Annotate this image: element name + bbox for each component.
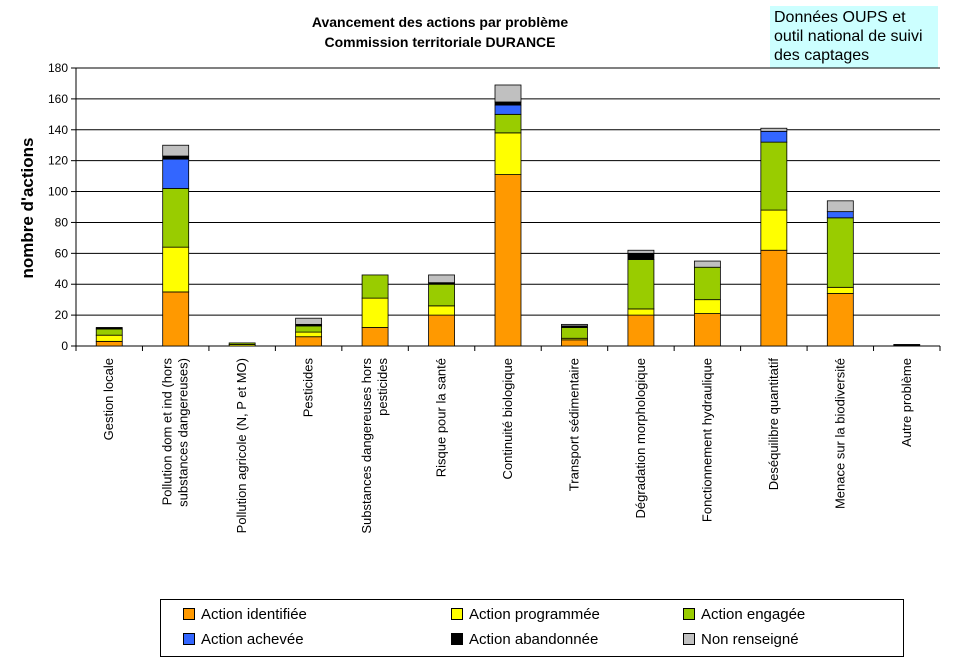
bar-segment bbox=[627, 308, 655, 316]
legend-swatch bbox=[451, 608, 463, 620]
bar-segment bbox=[361, 274, 389, 299]
x-tick-label: Continuité biologique bbox=[500, 358, 515, 479]
bar-segment bbox=[693, 260, 721, 268]
bar-segment bbox=[693, 299, 721, 314]
bar-segment bbox=[760, 141, 788, 211]
legend-label: Action abandonnée bbox=[469, 631, 599, 648]
bar-segment bbox=[494, 174, 522, 347]
legend-item: Action programmée bbox=[451, 606, 600, 624]
chart-title: Avancement des actions par problème Comm… bbox=[250, 12, 630, 52]
x-tick-label: Dégradation morphologique bbox=[633, 358, 648, 518]
y-tick-label: 160 bbox=[48, 92, 68, 106]
legend-item: Action achevée bbox=[183, 631, 304, 649]
y-tick-label: 40 bbox=[55, 277, 69, 291]
bar-segment bbox=[494, 101, 522, 106]
legend-label: Non renseigné bbox=[701, 631, 799, 648]
x-tick-label: Risque pour la santé bbox=[434, 358, 449, 477]
bar-segment bbox=[162, 155, 190, 160]
bar-segment bbox=[760, 249, 788, 347]
stacked-bar-chart: 0 20 40 60 80 100 120 140 160 180 Gestion locale Po… bbox=[48, 61, 941, 534]
source-note: Données OUPS et outil national de suivi … bbox=[770, 6, 938, 74]
legend-item: Action identifiée bbox=[183, 606, 307, 624]
y-tick-label: 180 bbox=[48, 61, 68, 75]
bar-segment bbox=[295, 331, 323, 338]
bar-segment bbox=[494, 84, 522, 103]
x-tick-label: Pesticides bbox=[301, 358, 316, 418]
bar-segment bbox=[162, 188, 190, 248]
bar-segment bbox=[627, 259, 655, 310]
legend-swatch bbox=[183, 633, 195, 645]
bar-segment bbox=[760, 209, 788, 251]
x-tick-label: Gestion locale bbox=[101, 358, 116, 440]
bar-segment bbox=[95, 327, 123, 330]
bar-segment bbox=[162, 291, 190, 347]
bar-segment bbox=[561, 339, 588, 347]
legend-item: Action abandonnée bbox=[451, 631, 598, 649]
bar-segment bbox=[893, 344, 921, 347]
y-tick-label: 20 bbox=[55, 308, 69, 322]
bar-segment bbox=[627, 314, 655, 347]
bar-segment bbox=[95, 334, 123, 342]
x-tick-label: Transport sédimentaire bbox=[566, 358, 581, 491]
bar-segment bbox=[826, 211, 854, 219]
legend-item: Non renseigné bbox=[683, 631, 799, 649]
bar-segment bbox=[494, 132, 522, 175]
bar-segment bbox=[361, 327, 389, 347]
legend-label: Action programmée bbox=[469, 606, 600, 623]
x-tick-label: Fonctionnement hydraulique bbox=[699, 358, 714, 522]
bar-segment bbox=[693, 266, 721, 301]
bar-segment bbox=[428, 305, 455, 316]
bar-segment bbox=[428, 283, 455, 307]
bar-segment bbox=[627, 249, 655, 254]
x-tick-label: Deséquilibre quantitatif bbox=[766, 358, 781, 491]
bar-segment bbox=[428, 274, 455, 284]
legend-swatch bbox=[683, 608, 695, 620]
bar-segment bbox=[162, 144, 190, 157]
y-tick-label: 60 bbox=[55, 246, 69, 260]
legend-label: Action achevée bbox=[201, 631, 304, 648]
bar-segment bbox=[561, 323, 588, 327]
bar-segment bbox=[295, 336, 323, 347]
bar-segment bbox=[760, 127, 788, 132]
bar-segment bbox=[494, 113, 522, 134]
bar-segment bbox=[95, 340, 123, 347]
x-tick-label: Menace sur la biodiversité bbox=[832, 358, 847, 509]
bar-segment bbox=[826, 293, 854, 347]
x-tick-label: Autre problème bbox=[899, 358, 914, 447]
legend-label: Action engagée bbox=[701, 606, 806, 623]
legend-swatch bbox=[683, 633, 695, 645]
y-tick-label: 100 bbox=[48, 185, 68, 199]
bar-segment bbox=[627, 252, 655, 260]
bar-segment bbox=[760, 130, 788, 143]
x-tick-label: Pollution agricole (N, P et MO) bbox=[234, 358, 249, 533]
y-tick-label: 140 bbox=[48, 123, 68, 137]
legend-swatch bbox=[451, 633, 463, 645]
bar-segment bbox=[561, 327, 588, 339]
x-tick-label: Substances dangereuses horspesticides bbox=[359, 358, 390, 534]
bar-segment bbox=[162, 246, 190, 293]
bar-segment bbox=[428, 314, 455, 347]
bar-segment bbox=[95, 328, 123, 336]
legend-item: Action engagée bbox=[683, 606, 805, 624]
legend-swatch bbox=[183, 608, 195, 620]
bar-segment bbox=[228, 342, 256, 345]
bar-segment bbox=[295, 317, 323, 325]
chart-legend: Action identifiée Action programmée Action… bbox=[160, 599, 904, 657]
bar-segment bbox=[693, 313, 721, 347]
chart-title-line-2: Commission territoriale DURANCE bbox=[324, 34, 556, 50]
y-tick-label: 120 bbox=[48, 154, 68, 168]
bar-segment bbox=[826, 286, 854, 294]
bar-segment bbox=[361, 297, 389, 328]
bar-segment bbox=[826, 217, 854, 288]
y-tick-label: 80 bbox=[55, 215, 69, 229]
bar-segment bbox=[826, 200, 854, 213]
chart-title-line-1: Avancement des actions par problème bbox=[311, 14, 569, 30]
bar-segment bbox=[162, 158, 190, 189]
y-tick-label: 0 bbox=[61, 339, 68, 353]
bar-segment bbox=[494, 104, 522, 115]
x-tick-label: Pollution dom et ind (horssubstances dan… bbox=[160, 358, 191, 507]
legend-label: Action identifiée bbox=[201, 606, 307, 623]
bar-segment bbox=[295, 325, 323, 333]
